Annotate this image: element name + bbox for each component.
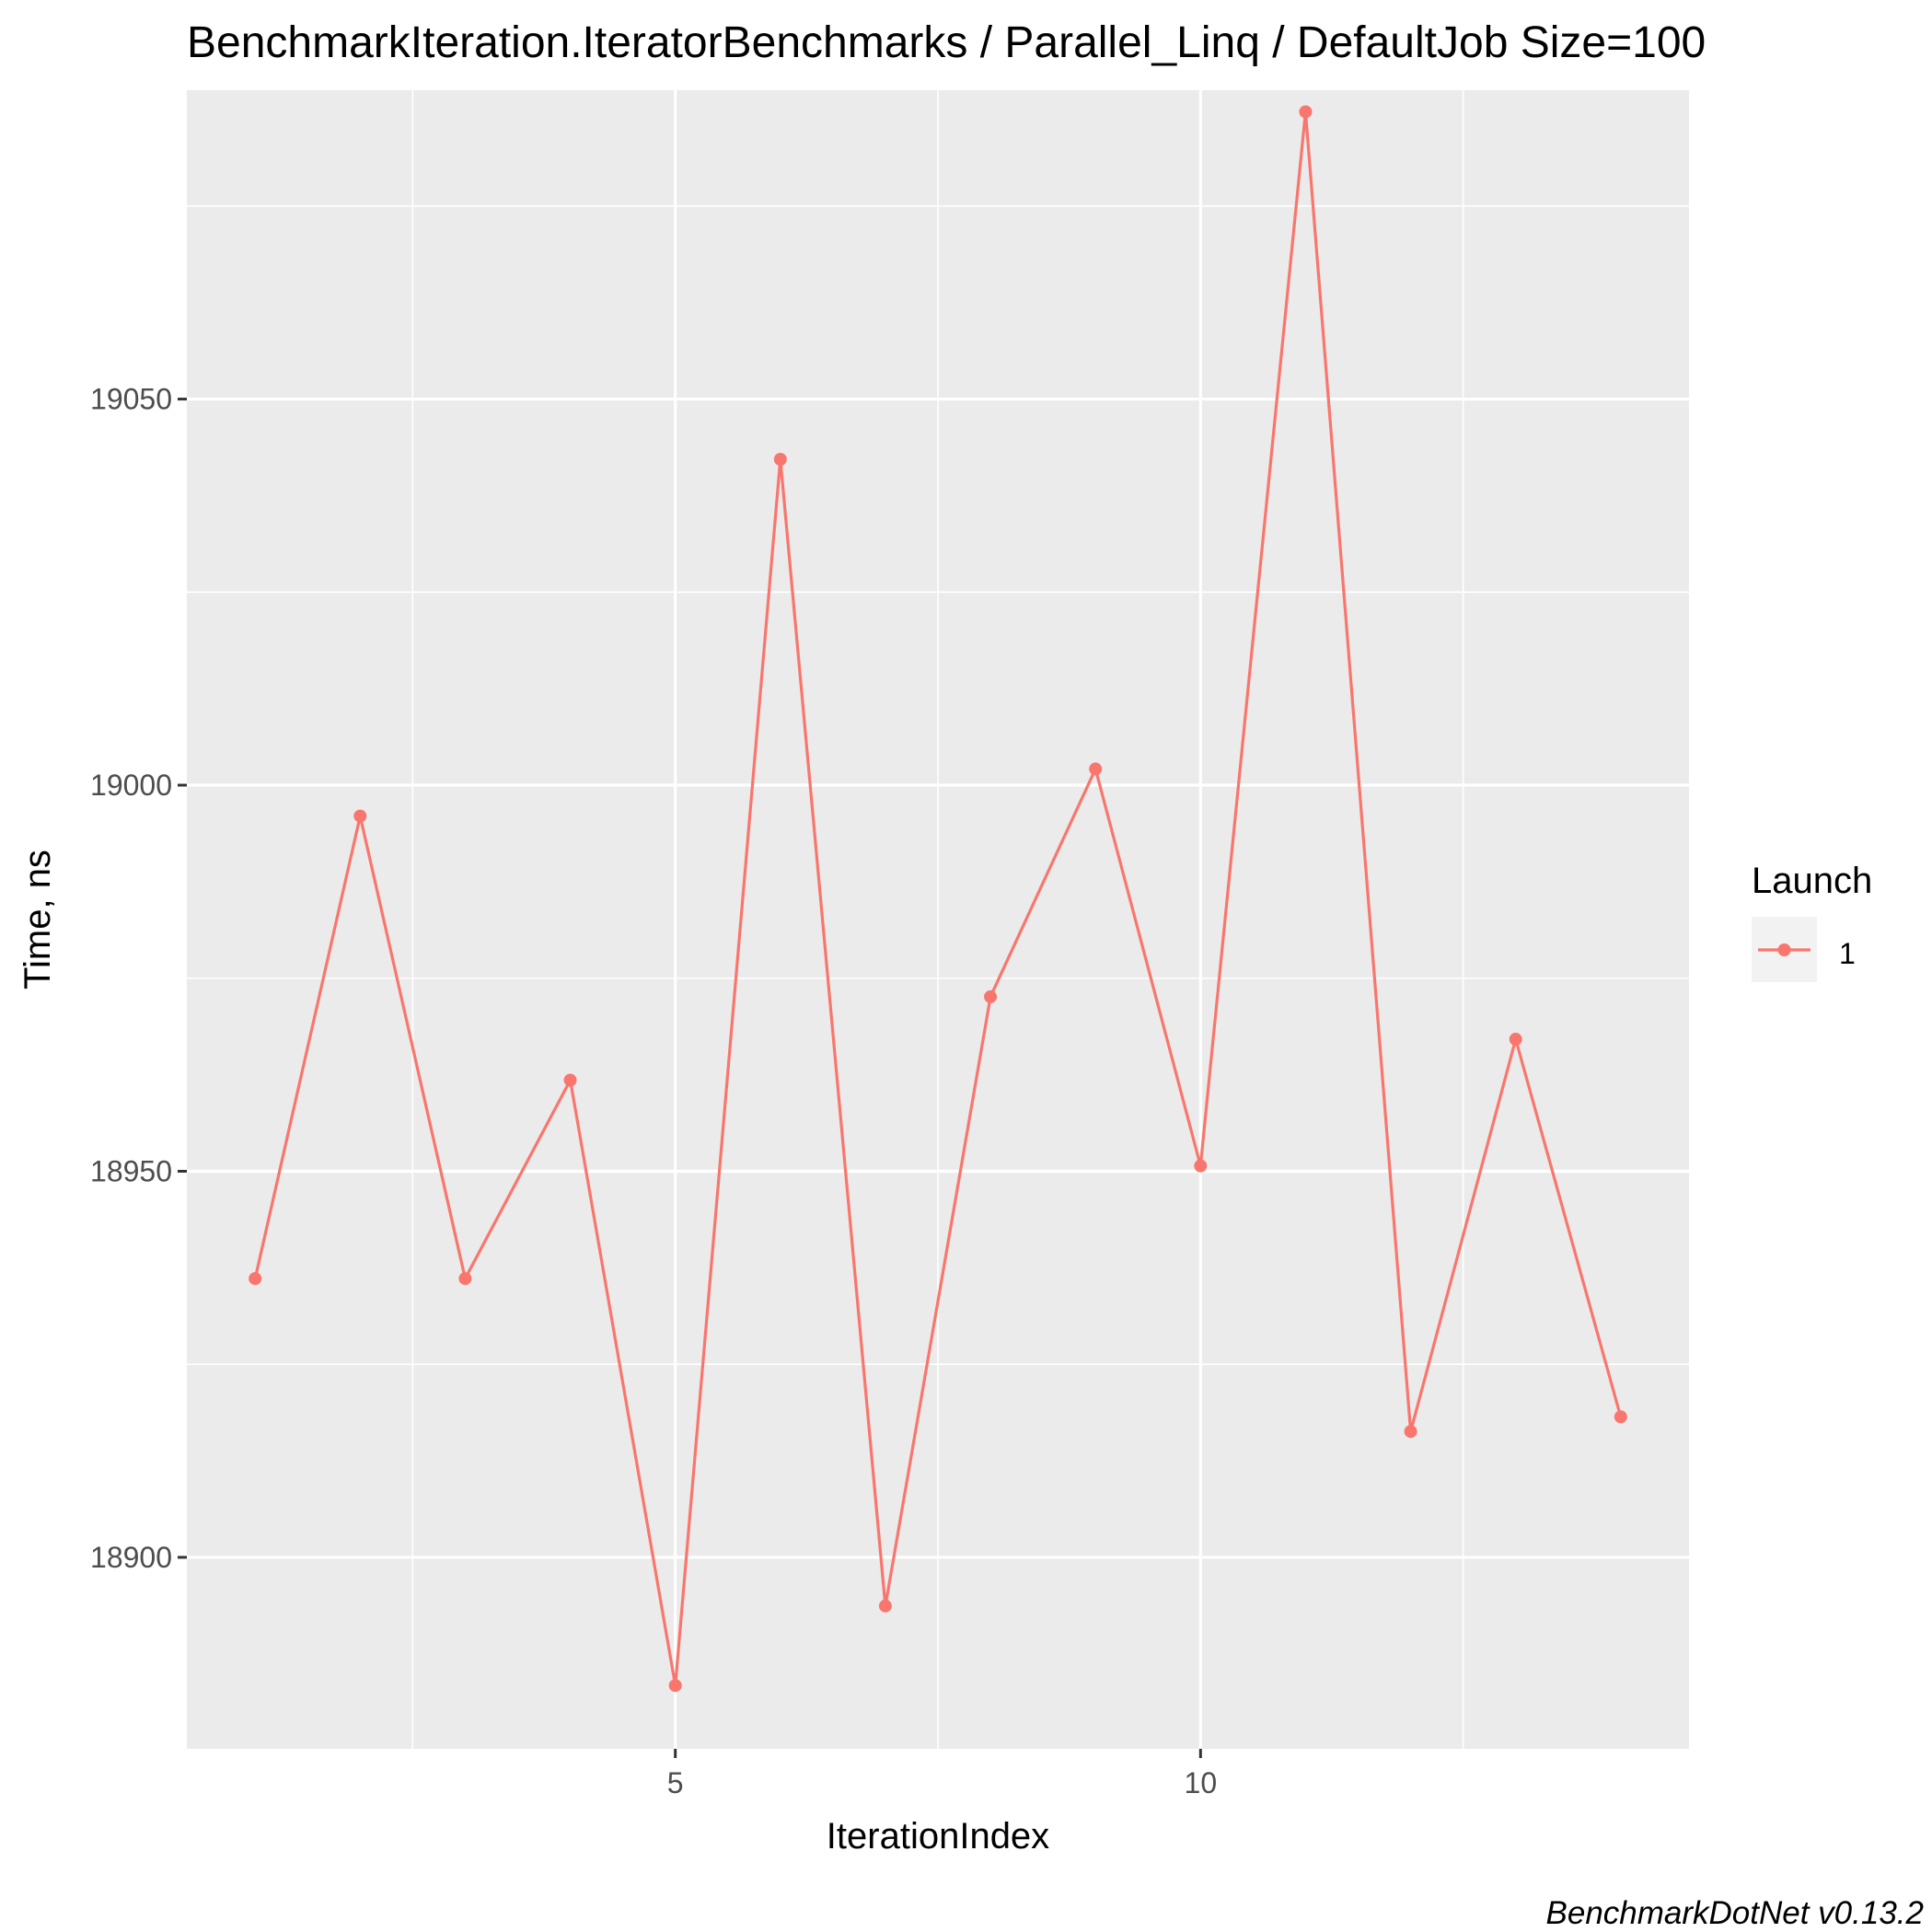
data-point xyxy=(668,1679,682,1693)
data-point xyxy=(1509,1033,1522,1047)
data-point xyxy=(563,1073,577,1087)
grid-major xyxy=(187,90,1689,1749)
data-point xyxy=(1614,1410,1627,1424)
data-point xyxy=(1404,1425,1417,1439)
legend-title: Launch xyxy=(1752,861,1872,901)
legend: Launch 1 xyxy=(1752,861,1872,982)
grid-minor xyxy=(187,90,1689,1749)
data-point xyxy=(249,1272,262,1286)
series-line xyxy=(253,110,1623,1687)
data-point xyxy=(1089,762,1103,776)
data-point xyxy=(773,453,787,467)
data-point xyxy=(1299,105,1313,119)
data-point xyxy=(1194,1159,1208,1173)
legend-entry-label: 1 xyxy=(1839,937,1856,970)
x-axis-title: IterationIndex xyxy=(827,1816,1049,1857)
y-axis: 18900 18950 19000 19050 xyxy=(90,383,187,1574)
x-axis: 5 10 xyxy=(667,1749,1217,1799)
x-tick-label: 5 xyxy=(667,1766,684,1799)
caption: BenchmarkDotNet v0.13.2 xyxy=(1546,1895,1924,1931)
data-point xyxy=(458,1272,472,1286)
legend-key-point xyxy=(1777,943,1791,956)
data-point xyxy=(984,989,998,1003)
data-point xyxy=(353,809,367,823)
y-tick-label: 19050 xyxy=(90,383,172,416)
y-tick-label: 18900 xyxy=(90,1541,172,1574)
data-point xyxy=(878,1599,892,1613)
series-layer xyxy=(249,105,1627,1693)
y-tick-label: 19000 xyxy=(90,769,172,802)
y-axis-title: Time, ns xyxy=(17,850,58,989)
x-tick-label: 10 xyxy=(1185,1766,1218,1799)
chart-title: BenchmarkIteration.IteratorBenchmarks / … xyxy=(187,18,1706,67)
y-tick-label: 18950 xyxy=(90,1154,172,1187)
